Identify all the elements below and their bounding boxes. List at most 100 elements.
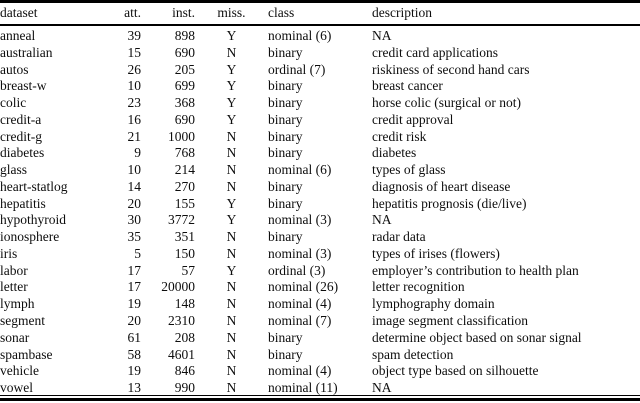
cell-description: credit approval: [372, 111, 454, 127]
cell-dataset: letter: [0, 279, 28, 295]
cell-class: nominal (6): [268, 28, 332, 43]
cell-inst: 351: [174, 229, 195, 245]
cell-inst: 990: [174, 380, 195, 396]
cell-class: binary: [268, 195, 303, 211]
header-row: dataset att. inst. miss. class description: [0, 3, 640, 26]
cell-inst: 3772: [168, 212, 195, 228]
cell-inst: 155: [174, 195, 195, 211]
cell-class: nominal (11): [268, 380, 338, 396]
cell-att: 30: [127, 212, 142, 228]
column-header-dataset: dataset: [0, 3, 110, 26]
cell-miss: N: [226, 380, 237, 396]
cell-att: 61: [127, 329, 142, 345]
cell-att: 17: [127, 279, 142, 295]
cell-description: spam detection: [372, 346, 454, 362]
cell-miss: N: [226, 313, 237, 329]
cell-class: nominal (4): [268, 363, 332, 379]
cell-miss: N: [226, 245, 237, 261]
cell-miss: N: [226, 346, 237, 362]
cell-inst: 4601: [168, 346, 195, 362]
cell-description: diagnosis of heart disease: [372, 178, 511, 194]
cell-class: binary: [268, 111, 303, 127]
cell-att: 16: [127, 111, 142, 127]
cell-att: 58: [127, 346, 142, 362]
cell-dataset: australian: [0, 44, 53, 60]
cell-inst: 148: [174, 296, 195, 312]
cell-miss: Y: [226, 111, 237, 127]
cell-att: 5: [134, 245, 141, 261]
cell-miss: N: [226, 229, 237, 245]
cell-att: 26: [127, 61, 142, 77]
cell-inst: 214: [174, 162, 195, 178]
cell-att: 23: [127, 95, 142, 111]
cell-att: 20: [127, 195, 142, 211]
cell-miss: N: [226, 128, 237, 144]
cell-dataset: heart-statlog: [0, 178, 68, 194]
column-header-class: class: [268, 3, 372, 26]
cell-class: binary: [268, 178, 303, 194]
cell-description: diabetes: [372, 145, 417, 161]
cell-inst: 208: [174, 329, 195, 345]
cell-dataset: labor: [0, 262, 28, 278]
cell-description: NA: [372, 212, 392, 228]
cell-dataset: glass: [0, 162, 27, 178]
column-header-miss: miss.: [195, 3, 268, 26]
column-header-att: att.: [110, 3, 141, 26]
cell-class: binary: [268, 229, 303, 245]
cell-dataset: breast-w: [0, 78, 47, 94]
cell-att: 13: [127, 380, 142, 396]
cell-att: 17: [127, 262, 142, 278]
column-header-description: description: [372, 3, 640, 26]
cell-dataset: diabetes: [0, 145, 45, 161]
cell-att: 19: [127, 296, 142, 312]
cell-class: ordinal (7): [268, 61, 326, 77]
cell-inst: 768: [174, 145, 195, 161]
column-header-inst: inst.: [141, 3, 195, 26]
cell-att: 10: [127, 78, 142, 94]
cell-miss: N: [226, 178, 237, 194]
cell-inst: 270: [174, 178, 195, 194]
cell-class: nominal (3): [268, 212, 332, 228]
cell-att: 15: [127, 44, 142, 60]
cell-inst: 368: [174, 95, 195, 111]
cell-inst: 20000: [161, 279, 195, 295]
cell-description: hepatitis prognosis (die/live): [372, 195, 527, 211]
cell-miss: Y: [226, 78, 237, 94]
cell-class: nominal (6): [268, 162, 332, 178]
cell-miss: N: [226, 329, 237, 345]
cell-class: nominal (3): [268, 245, 332, 261]
cell-description: image segment classification: [372, 313, 528, 329]
cell-dataset: anneal: [0, 28, 36, 43]
cell-att: 9: [134, 145, 141, 161]
cell-description: letter recognition: [372, 279, 465, 295]
cell-description: riskiness of second hand cars: [372, 61, 530, 77]
cell-dataset: colic: [0, 95, 27, 111]
cell-dataset: iris: [0, 245, 18, 261]
cell-class: binary: [268, 44, 303, 60]
cell-inst: 690: [174, 111, 195, 127]
cell-description: object type based on silhouette: [372, 363, 539, 379]
cell-description: NA: [372, 380, 392, 396]
cell-inst: 699: [174, 78, 195, 94]
cell-dataset: ionosphere: [0, 229, 60, 245]
cell-dataset: credit-a: [0, 111, 42, 127]
cell-description: horse colic (surgical or not): [372, 95, 521, 111]
cell-description: employer’s contribution to health plan: [372, 262, 579, 278]
cell-miss: N: [226, 279, 237, 295]
datasets-table-grid: dataset att. inst. miss. class description an…: [0, 3, 640, 397]
